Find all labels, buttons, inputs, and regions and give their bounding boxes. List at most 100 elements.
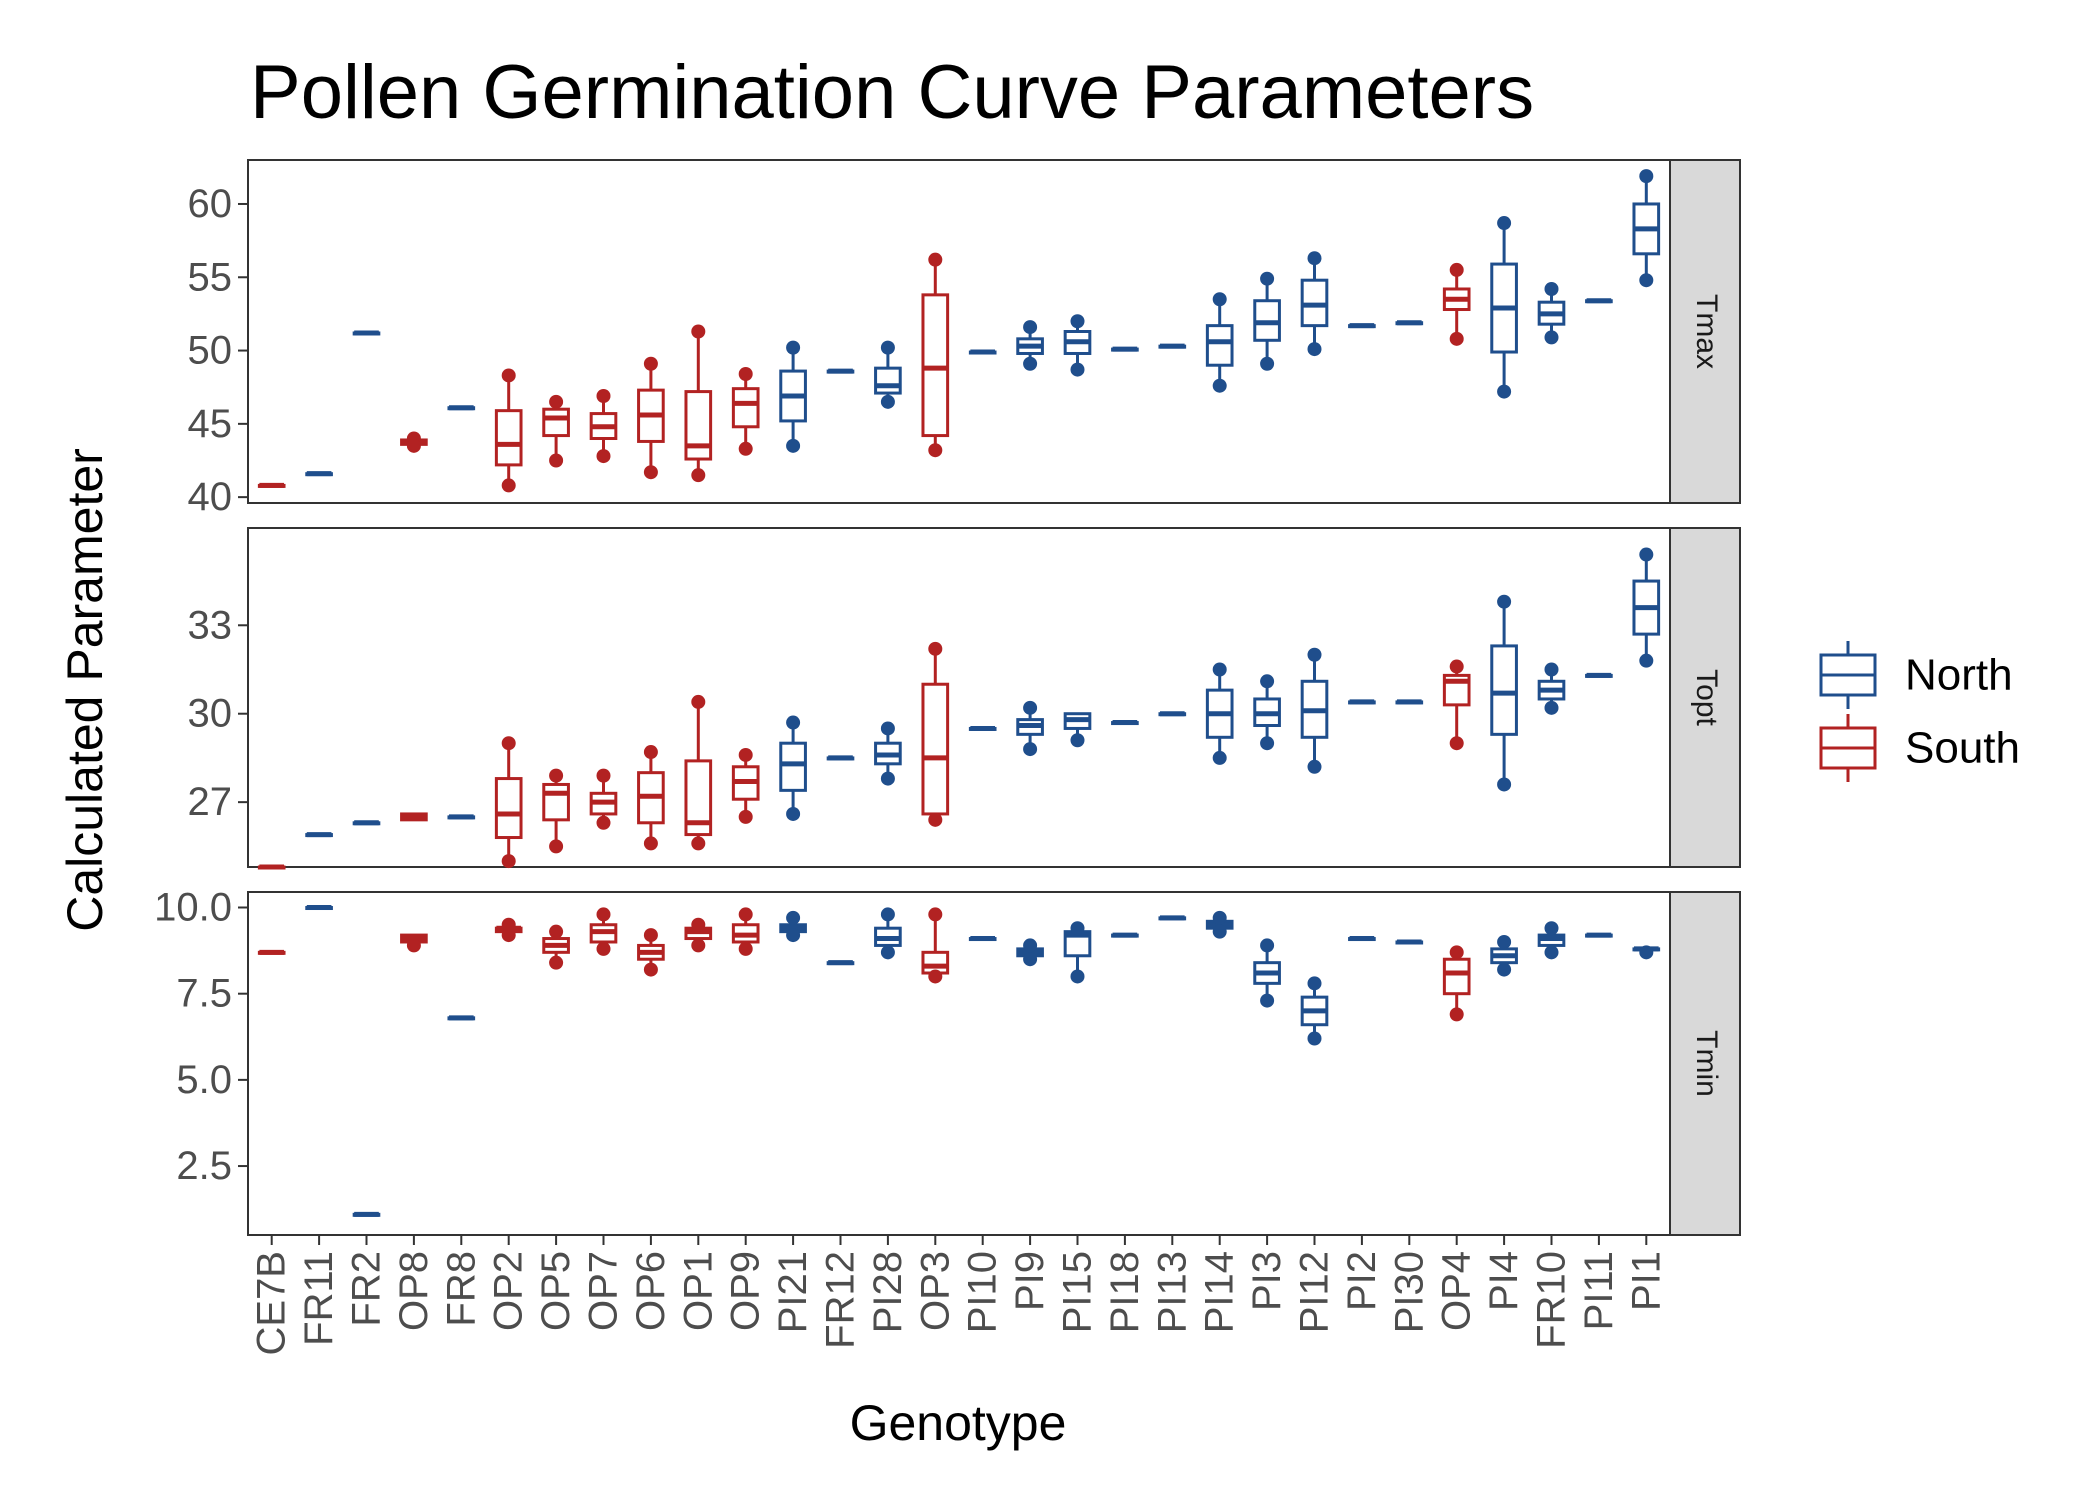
outlier-point: [596, 941, 611, 956]
facet-strip: [1669, 527, 1741, 868]
box-body: [779, 741, 807, 792]
x-tick-label: PI13: [1150, 1251, 1194, 1333]
outlier-point: [1260, 356, 1275, 371]
outlier-point: [406, 438, 421, 453]
box-fr11: [305, 832, 333, 838]
outlier-point: [1070, 362, 1085, 377]
outlier-point: [1544, 945, 1559, 960]
x-tick-label: PI11: [1577, 1251, 1621, 1330]
x-tick-label: FR12: [819, 1251, 863, 1349]
y-tick-label: 55: [188, 255, 233, 299]
box-fr2: [352, 1211, 381, 1217]
outlier-point: [880, 771, 895, 786]
box-pi3: [1253, 271, 1281, 371]
box-ce7b: [257, 482, 286, 488]
outlier-point: [501, 368, 516, 383]
box-op8: [400, 933, 428, 953]
y-tick-label: 33: [188, 603, 233, 647]
box-ce7b: [257, 949, 286, 955]
outlier-point: [1212, 910, 1227, 925]
outlier-point: [1260, 271, 1275, 286]
box-op3: [921, 907, 950, 984]
box-op6: [637, 745, 665, 851]
outlier-point: [1497, 934, 1512, 949]
box-pi12: [1300, 976, 1329, 1046]
outlier-point: [501, 917, 516, 932]
box-pi13: [1158, 343, 1187, 349]
box-pi9: [1016, 700, 1044, 757]
x-tick-label: PI4: [1482, 1251, 1526, 1311]
outlier-point: [1449, 1007, 1464, 1022]
box-pi1: [1632, 945, 1661, 960]
outlier-point: [786, 438, 801, 453]
x-tick-label: PI28: [866, 1251, 910, 1333]
box-body: [494, 777, 523, 840]
outlier-point: [928, 641, 943, 656]
box-op5: [542, 924, 570, 970]
x-tick-label: OP2: [487, 1251, 531, 1331]
outlier-point: [406, 938, 421, 953]
x-tick-label: OP3: [913, 1251, 957, 1331]
box-ce7b: [257, 864, 286, 870]
box-op4: [1442, 659, 1471, 751]
legend-item-north: North: [1819, 641, 2013, 709]
x-tick-label: PI1: [1624, 1251, 1668, 1311]
panel-tmin: Tmin 2.5 5.0 7.5 10.0: [154, 886, 1741, 1236]
box-pi12: [1300, 251, 1329, 357]
outlier-point: [643, 465, 658, 480]
outlier-point: [880, 945, 895, 960]
outlier-point: [643, 356, 658, 371]
outlier-point: [786, 806, 801, 821]
box-pi13: [1158, 711, 1187, 717]
x-tick-label: FR11: [297, 1251, 341, 1346]
box-pi4: [1490, 594, 1518, 792]
outlier-point: [596, 449, 611, 464]
box-op4: [1442, 262, 1471, 346]
box-pi12: [1300, 647, 1329, 774]
outlier-point: [880, 907, 895, 922]
outlier-point: [643, 928, 658, 943]
y-tick-label: 2.5: [176, 1144, 232, 1188]
box-op8: [400, 431, 428, 453]
outlier-point: [738, 907, 753, 922]
box-op2: [494, 368, 523, 493]
y-tick-label: 30: [188, 692, 233, 736]
box-fr11: [305, 471, 333, 477]
outlier-point: [501, 736, 516, 751]
outlier-point: [1023, 742, 1038, 757]
x-tick-label: OP5: [534, 1251, 578, 1331]
outlier-point: [1639, 273, 1654, 288]
outlier-point: [1639, 653, 1654, 668]
box-fr12: [826, 368, 855, 374]
facet-panels: Tmax 40 45 50 55 60 Topt 27 30 33 Tmin 2.5 5.0 7.5 10.…: [154, 159, 1741, 1236]
outlier-point: [786, 715, 801, 730]
outlier-point: [1307, 1031, 1322, 1046]
outlier-point: [738, 941, 753, 956]
panel-tmax: Tmax 40 45 50 55 60: [188, 159, 1741, 519]
outlier-point: [596, 768, 611, 783]
facet-strip: [1669, 891, 1741, 1236]
box-pi9: [1016, 938, 1044, 967]
box-body: [921, 293, 950, 438]
outlier-point: [1260, 993, 1275, 1008]
box-pi10: [968, 349, 997, 355]
outlier-point: [643, 836, 658, 851]
box-pi13: [1158, 915, 1187, 921]
outlier-point: [691, 938, 706, 953]
box-pi15: [1063, 712, 1092, 748]
outlier-point: [1449, 736, 1464, 751]
box-op1: [684, 694, 713, 851]
outlier-point: [928, 969, 943, 984]
panel-topt: Topt 27 30 33: [188, 527, 1741, 870]
outlier-point: [1497, 962, 1512, 977]
box-pi18: [1111, 932, 1139, 938]
box-op6: [637, 356, 665, 480]
panel-border: [247, 527, 1671, 868]
box-body: [1442, 957, 1471, 996]
box-op6: [637, 928, 665, 977]
outlier-point: [1212, 750, 1227, 765]
box-fr11: [305, 905, 333, 911]
x-tick-label: OP1: [676, 1251, 720, 1331]
outlier-point: [1544, 281, 1559, 296]
panel-border: [247, 891, 1671, 1236]
